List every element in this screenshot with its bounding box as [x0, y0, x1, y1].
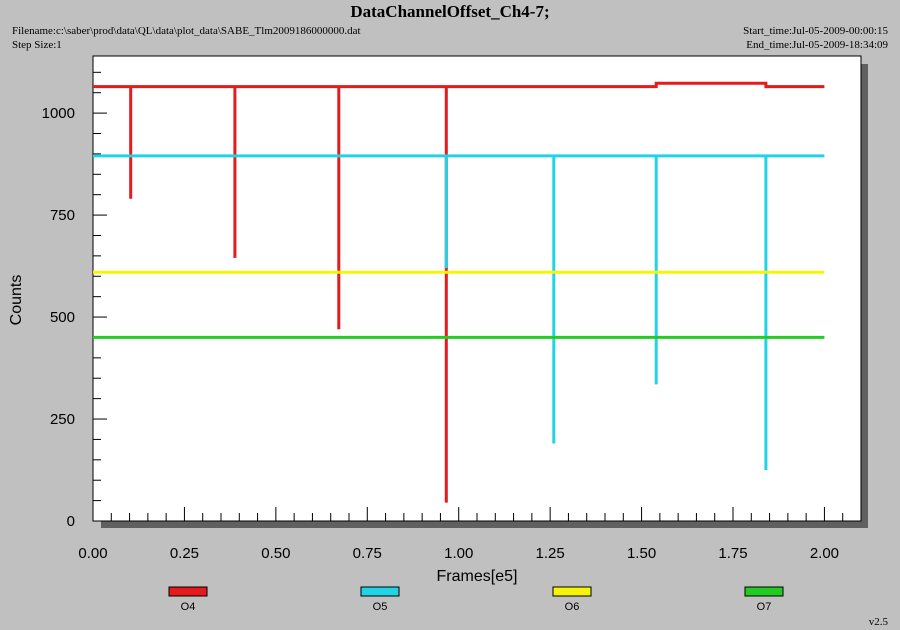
x-axis-title: Frames[e5]: [437, 568, 518, 585]
x-tick-label: 1.75: [718, 545, 747, 562]
x-axis-ticks: 0.00 0.25 0.50 0.75 1.00 1.25 1.50 1.75 2.00: [78, 507, 839, 562]
x-tick-label: 0.50: [261, 545, 290, 562]
x-tick-label: 0.00: [78, 545, 107, 562]
version-label: v2.5: [868, 616, 888, 628]
y-tick-label: 500: [50, 309, 75, 326]
series-line-o5: [93, 154, 825, 470]
x-tick-label: 0.25: [170, 545, 199, 562]
x-tick-label: 2.00: [810, 545, 839, 562]
y-tick-label: 750: [50, 207, 75, 224]
x-tick-label: 1.00: [444, 545, 473, 562]
plot-area: [92, 55, 862, 522]
legend-swatch-o4: [168, 586, 208, 597]
legend: O4 O5 O6 O7: [168, 586, 784, 613]
y-tick-label: 0: [67, 513, 75, 530]
y-tick-label: 250: [50, 411, 75, 428]
x-tick-label: 0.75: [353, 545, 382, 562]
series-line-o4: [93, 81, 825, 503]
y-axis-ticks: 0 250 500 750 1000: [42, 105, 107, 530]
legend-label-o6: O6: [565, 601, 580, 613]
x-tick-label: 1.25: [536, 545, 565, 562]
y-axis-title: Counts: [8, 275, 25, 326]
minor-ticks: [93, 71, 862, 521]
series-layer: [93, 81, 825, 503]
legend-label-o5: O5: [373, 601, 388, 613]
step-size-label: Step Size:1: [12, 39, 62, 51]
legend-swatch-o5: [360, 586, 400, 597]
legend-swatch-o6: [552, 586, 592, 597]
legend-label-o4: O4: [181, 601, 196, 613]
chart-title: DataChannelOffset_Ch4-7;: [350, 2, 550, 21]
start-time-label: Start_time:Jul-05-2009-00:00:15: [743, 25, 888, 37]
end-time-label: End_time:Jul-05-2009-18:34:09: [746, 39, 888, 51]
legend-swatch-o7: [744, 586, 784, 597]
x-tick-label: 1.50: [627, 545, 656, 562]
legend-label-o7: O7: [757, 601, 772, 613]
filename-label: Filename:c:\saber\prod\data\QL\data\plot…: [12, 25, 361, 37]
y-tick-label: 1000: [42, 105, 75, 122]
